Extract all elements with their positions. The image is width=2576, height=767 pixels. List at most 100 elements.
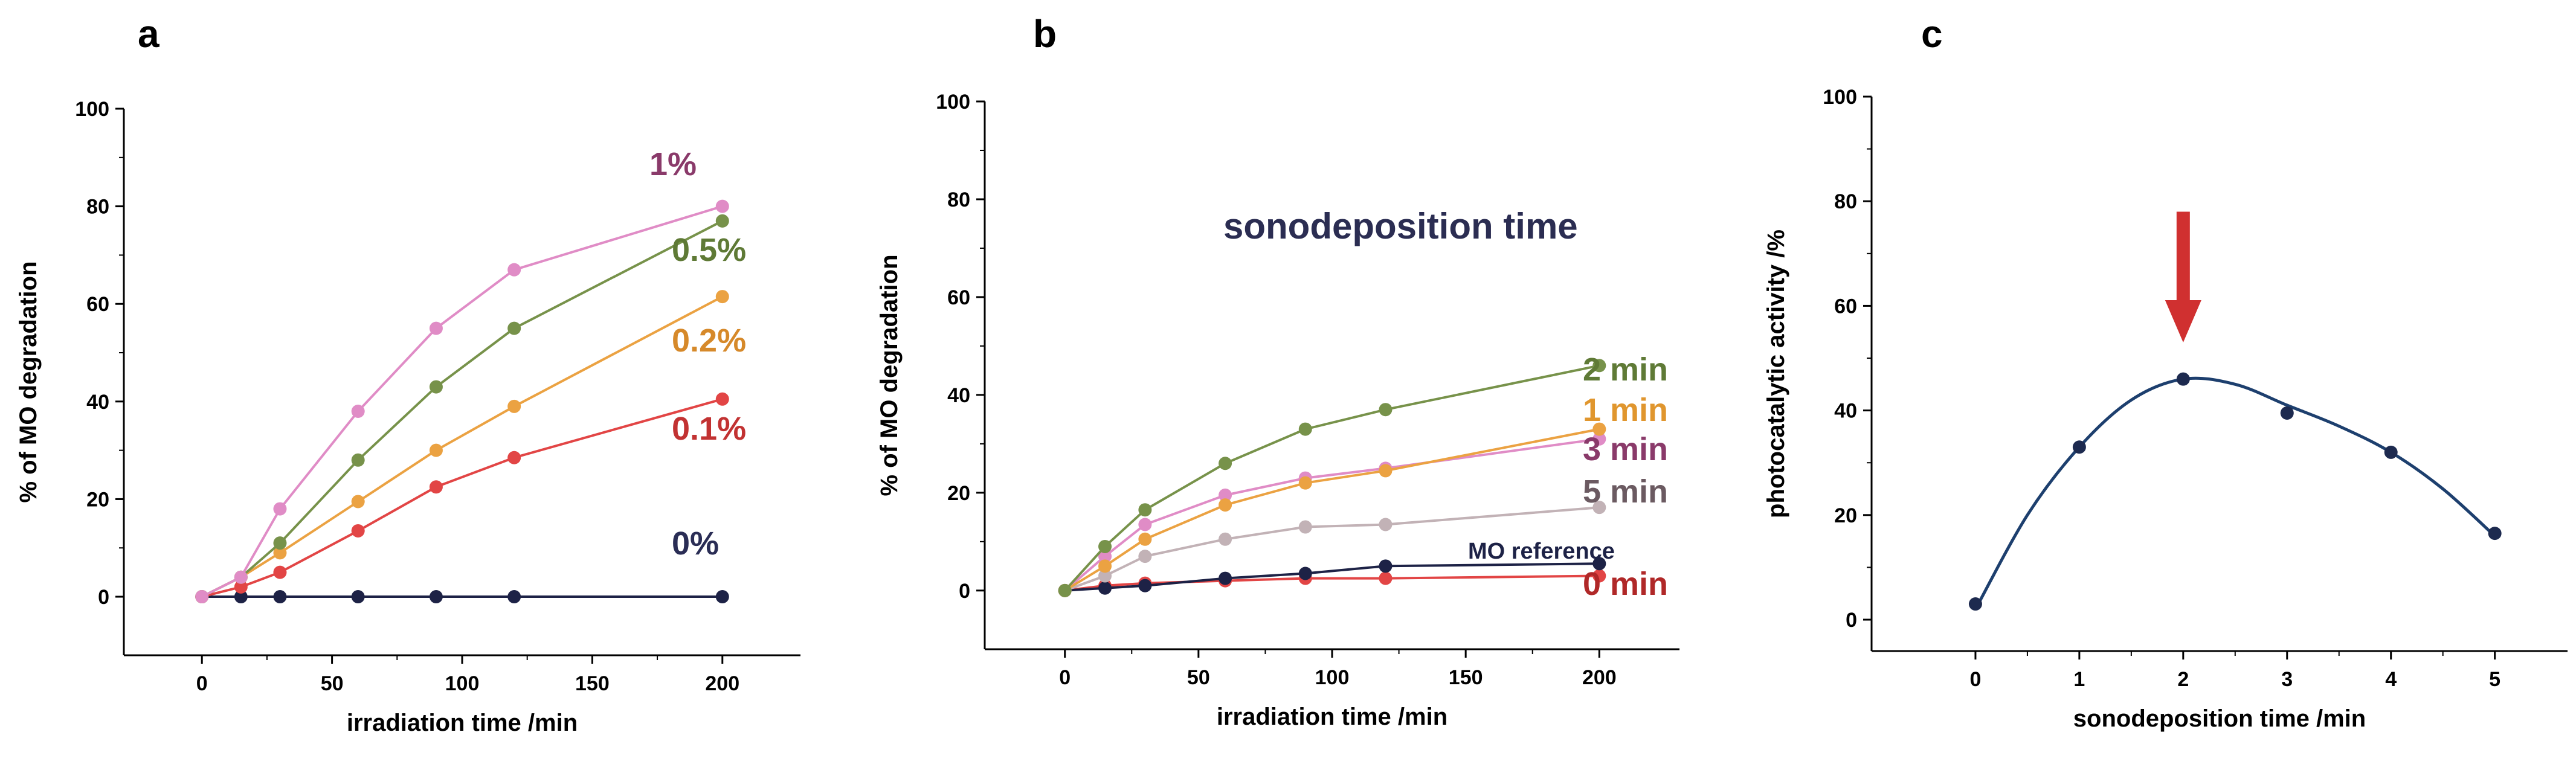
data-point	[1379, 518, 1393, 531]
data-point	[2072, 440, 2086, 454]
data-point	[2280, 406, 2294, 420]
x-tick-label: 50	[1187, 666, 1210, 689]
y-tick-label: 60	[86, 293, 109, 316]
data-point	[1592, 422, 1606, 436]
data-point	[1098, 569, 1112, 583]
data-point	[1592, 432, 1606, 446]
y-axis-label: % of MO degradation	[876, 255, 903, 496]
series-label: 0.5%	[672, 232, 746, 268]
data-point	[1298, 422, 1312, 436]
data-point	[429, 321, 443, 335]
data-point	[1098, 559, 1112, 573]
data-point	[273, 565, 287, 579]
data-point	[715, 590, 729, 604]
data-point	[351, 524, 365, 538]
x-axis-label: irradiation time /min	[347, 710, 578, 736]
y-tick-label: 40	[1834, 400, 1857, 423]
data-point	[273, 536, 287, 550]
data-point	[507, 451, 521, 464]
series-label: 3 min	[1583, 431, 1668, 467]
series-label: 0%	[672, 525, 719, 562]
data-point	[1379, 559, 1393, 573]
panel-letter: a	[138, 12, 159, 56]
data-point	[429, 590, 443, 604]
data-point	[1138, 579, 1152, 592]
y-tick-label: 20	[86, 488, 109, 511]
series-label: 1%	[649, 146, 697, 182]
x-tick-label: 0	[1059, 666, 1071, 689]
data-point	[1138, 503, 1152, 517]
data-point	[715, 392, 729, 406]
series-label: 0 min	[1583, 566, 1668, 602]
data-point	[507, 263, 521, 277]
data-point	[1219, 571, 1232, 585]
data-point	[1219, 457, 1232, 470]
y-tick-label: 80	[947, 188, 970, 211]
data-point	[1219, 498, 1232, 512]
data-point	[1098, 550, 1112, 563]
data-point	[351, 453, 365, 467]
x-tick-label: 3	[2281, 668, 2293, 691]
y-tick-label: 60	[947, 286, 970, 309]
data-point	[1379, 403, 1393, 417]
x-tick-label: 200	[1582, 666, 1617, 689]
data-point	[195, 590, 209, 604]
x-tick-label: 150	[1449, 666, 1483, 689]
series-label: 0.2%	[672, 323, 746, 359]
data-point	[1098, 539, 1112, 553]
y-tick-label: 0	[1846, 609, 1857, 632]
data-point	[351, 590, 365, 604]
data-point	[507, 321, 521, 335]
data-point	[1298, 476, 1312, 490]
chart-panel-a: 0 20 40 60 80 100 0 50 100 150 200 irradiation time…	[15, 12, 800, 736]
data-point	[429, 443, 443, 457]
data-point	[429, 380, 443, 394]
y-tick-label: 40	[947, 384, 970, 407]
y-axis-label: % of MO degradation	[15, 262, 42, 503]
data-point	[1098, 581, 1112, 595]
data-point	[1138, 532, 1152, 546]
series-label: 2 min	[1583, 351, 1668, 388]
x-tick-label: 5	[2489, 668, 2500, 691]
data-point	[273, 502, 287, 516]
arrow-head	[2165, 300, 2201, 343]
data-point	[715, 199, 729, 213]
panel-letter: c	[1921, 12, 1943, 56]
data-point	[429, 480, 443, 494]
data-point	[1379, 571, 1393, 585]
data-point	[351, 404, 365, 418]
arrow-shaft	[2176, 211, 2190, 301]
data-point	[234, 590, 248, 604]
series-label: 0.1%	[672, 411, 746, 447]
data-point	[2384, 445, 2398, 459]
data-point	[1592, 557, 1606, 571]
y-tick-label: 100	[936, 91, 970, 114]
x-tick-label: 0	[196, 672, 208, 695]
x-axis-label: sonodeposition time /min	[2073, 705, 2366, 732]
data-point	[273, 546, 287, 560]
y-tick-label: 60	[1834, 295, 1857, 318]
data-point	[2176, 372, 2190, 386]
data-point	[1138, 518, 1152, 531]
data-point	[715, 214, 729, 228]
x-tick-label: 4	[2385, 668, 2397, 691]
data-point	[1058, 583, 1072, 597]
data-point	[234, 570, 248, 584]
x-tick-label: 0	[1969, 668, 1981, 691]
x-tick-label: 150	[575, 672, 610, 695]
data-point	[1968, 597, 1982, 611]
data-point	[1219, 532, 1232, 546]
series-label: MO reference	[1468, 539, 1615, 564]
chart-panel-b: 0 20 40 60 80 100 0 50 100 150 200 irradiation time…	[876, 12, 1679, 730]
data-point	[1298, 520, 1312, 534]
x-axis-label: irradiation time /min	[1217, 704, 1447, 730]
x-tick-label: 1	[2073, 668, 2085, 691]
y-tick-label: 20	[947, 482, 970, 505]
data-point	[1592, 569, 1606, 583]
data-point	[1219, 488, 1232, 502]
data-point	[1138, 550, 1152, 563]
annotation-text: sonodeposition time	[1223, 206, 1578, 246]
data-point	[1592, 501, 1606, 515]
data-point	[715, 290, 729, 304]
